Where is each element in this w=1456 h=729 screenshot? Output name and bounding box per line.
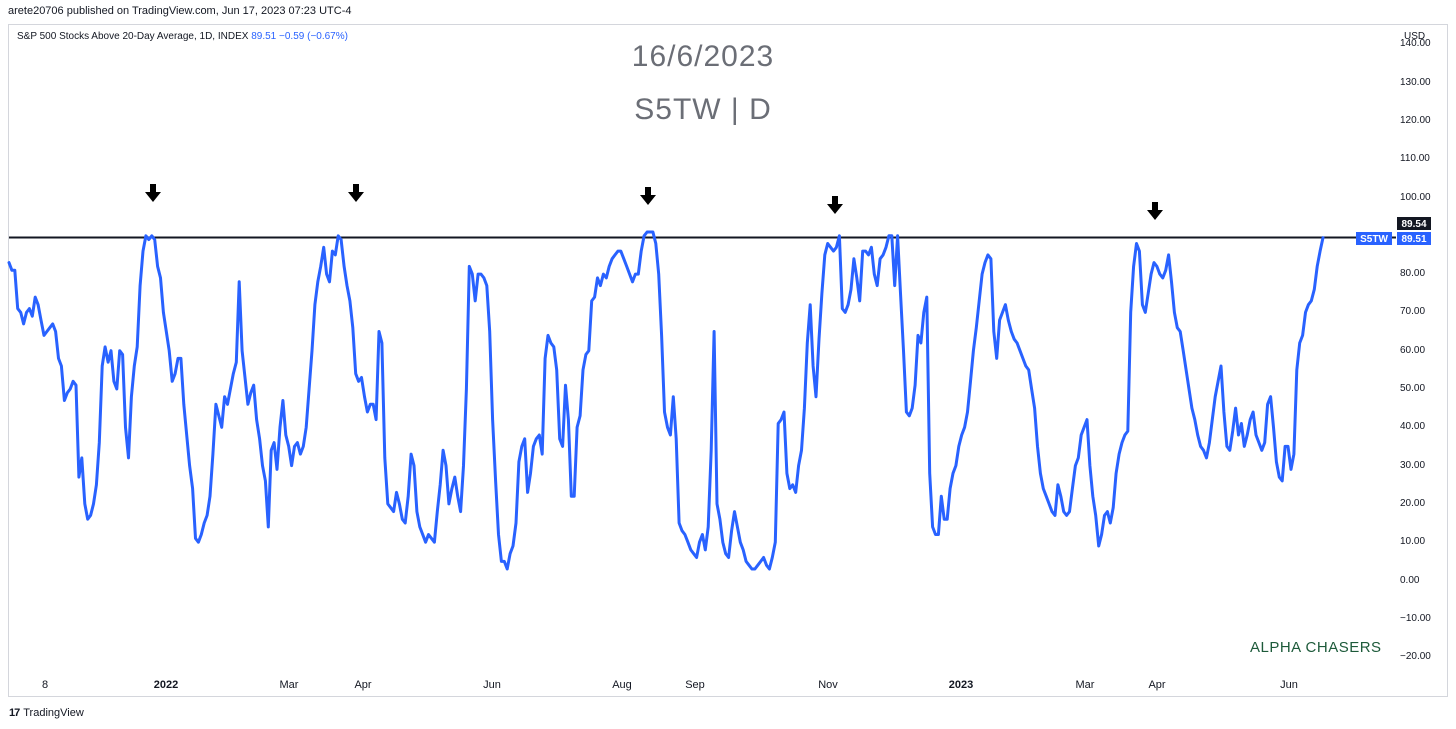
currency-label: USD [1404, 31, 1426, 42]
badge-last-value-text: 89.51 [1401, 234, 1426, 245]
badge-symbol-text: S5TW [1360, 234, 1388, 245]
y-tick-label: 110.00 [1400, 153, 1430, 165]
price-badges: 89.54 S5TW 89.51 [1356, 217, 1431, 245]
x-tick-label: 2023 [948, 679, 974, 691]
y-tick-label: −10.00 [1400, 612, 1431, 624]
x-tick-label: Jun [483, 679, 501, 691]
y-tick-label: 50.00 [1400, 383, 1426, 394]
series-group [7, 230, 1325, 571]
x-tick-label: Jun [1280, 679, 1298, 691]
x-tick-label: Apr [354, 679, 372, 691]
tradingview-logo-text: TradingView [23, 707, 84, 719]
down-arrow-icon [827, 196, 843, 214]
down-arrow-icon [640, 187, 656, 205]
badge-previous-value-text: 89.54 [1401, 219, 1426, 230]
x-tick-label: Sep [685, 679, 705, 691]
x-tick-label: 2022 [153, 679, 179, 691]
y-tick-label: 0.00 [1400, 574, 1420, 586]
overlay-date: 16/6/2023 [631, 40, 775, 73]
x-tick-label: 8 [41, 679, 49, 691]
y-tick-label: 60.00 [1400, 344, 1426, 356]
y-tick-label: 140.00 [1400, 38, 1431, 49]
badge-symbol: S5TW [1356, 232, 1392, 245]
down-arrow-icon [1147, 202, 1163, 220]
y-tick-label: 10.00 [1400, 536, 1426, 548]
series-line-s5tw[interactable] [7, 230, 1325, 571]
y-tick-label: −20.00 [1400, 651, 1431, 663]
legend-title: S&P 500 Stocks Above 20-Day Average, 1D,… [17, 31, 249, 42]
x-tick-label: Apr [1148, 679, 1166, 691]
badge-last-value: 89.51 [1397, 232, 1431, 245]
legend-last-value: 89.51 [251, 31, 277, 42]
y-tick-label: 100.00 [1400, 191, 1431, 203]
y-tick-label: 120.00 [1400, 114, 1431, 126]
badge-previous-value-bg [1397, 217, 1431, 230]
publisher-line: arete20706 published on TradingView.com,… [8, 5, 352, 17]
y-tick-label: 70.00 [1400, 306, 1426, 318]
badge-last-value-bg [1397, 232, 1431, 245]
legend-change: −0.59 (−0.67%) [279, 31, 348, 42]
badge-previous-value: 89.54 [1397, 217, 1431, 230]
y-tick-label: 40.00 [1400, 421, 1426, 433]
badge-symbol-bg [1356, 232, 1392, 245]
x-tick-label: Mar [279, 679, 299, 691]
down-arrow-icon [145, 184, 161, 202]
x-tick-label: Mar [1075, 679, 1095, 691]
x-tick-label: Nov [818, 679, 838, 691]
y-tick-label: 30.00 [1400, 459, 1426, 471]
tradingview-mark-icon: 17 [9, 707, 20, 719]
tradingview-logo[interactable]: 17 TradingView [9, 707, 84, 719]
y-tick-label: 130.00 [1400, 76, 1431, 88]
y-tick-label: 80.00 [1400, 268, 1426, 280]
chart-legend[interactable]: S&P 500 Stocks Above 20-Day Average, 1D,… [17, 31, 348, 42]
arrow-markers [145, 184, 1163, 220]
down-arrow-icon [348, 184, 364, 202]
x-tick-label: Aug [612, 679, 632, 691]
overlay-symbol: S5TW | D [634, 93, 772, 126]
watermark-text: ALPHA CHASERS [1250, 639, 1382, 656]
y-tick-label: 20.00 [1400, 497, 1426, 509]
chart-frame [8, 24, 1448, 697]
